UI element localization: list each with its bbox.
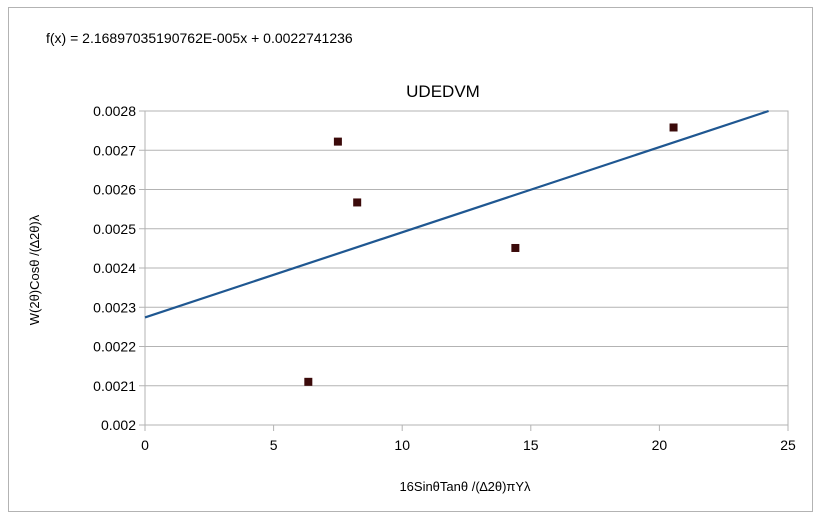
y-tick-label: 0.0023 (93, 299, 136, 315)
x-axis-label: 16SinθTanθ /(∆2θ)πYλ (399, 479, 531, 494)
x-tick-label: 5 (270, 437, 278, 453)
trendline-equation: f(x) = 2.16897035190762E-005x + 0.002274… (46, 30, 353, 46)
data-points (304, 123, 678, 386)
y-tick-label: 0.0026 (93, 182, 136, 198)
y-tick-label: 0.0021 (93, 378, 136, 394)
y-axis-label: W(2θ)Cosθ /(∆2θ)λ (27, 214, 42, 325)
y-tick-label: 0.002 (101, 417, 136, 433)
x-tick-label: 20 (652, 437, 668, 453)
x-tick-label: 25 (780, 437, 796, 453)
y-tick-label: 0.0028 (93, 103, 136, 119)
x-tick-label: 0 (141, 437, 149, 453)
chart-title: UDEDVM (406, 82, 480, 101)
axes: 0.002 0.0021 0.0022 0.0023 0.0024 0.0025 0.002… (93, 103, 796, 453)
data-point (304, 377, 313, 386)
trendline (144, 109, 769, 319)
x-tick-label: 15 (523, 437, 539, 453)
y-tick-label: 0.0025 (93, 221, 136, 237)
trendline-layer (144, 109, 769, 319)
y-tick-label: 0.0024 (93, 260, 136, 276)
x-tick-label: 10 (394, 437, 410, 453)
y-tick-label: 0.0022 (93, 339, 136, 355)
data-point (511, 243, 520, 252)
y-tick-label: 0.0027 (93, 142, 136, 158)
data-point (669, 123, 678, 132)
gridlines (145, 110, 788, 426)
data-point (353, 198, 362, 207)
data-point (333, 137, 342, 146)
